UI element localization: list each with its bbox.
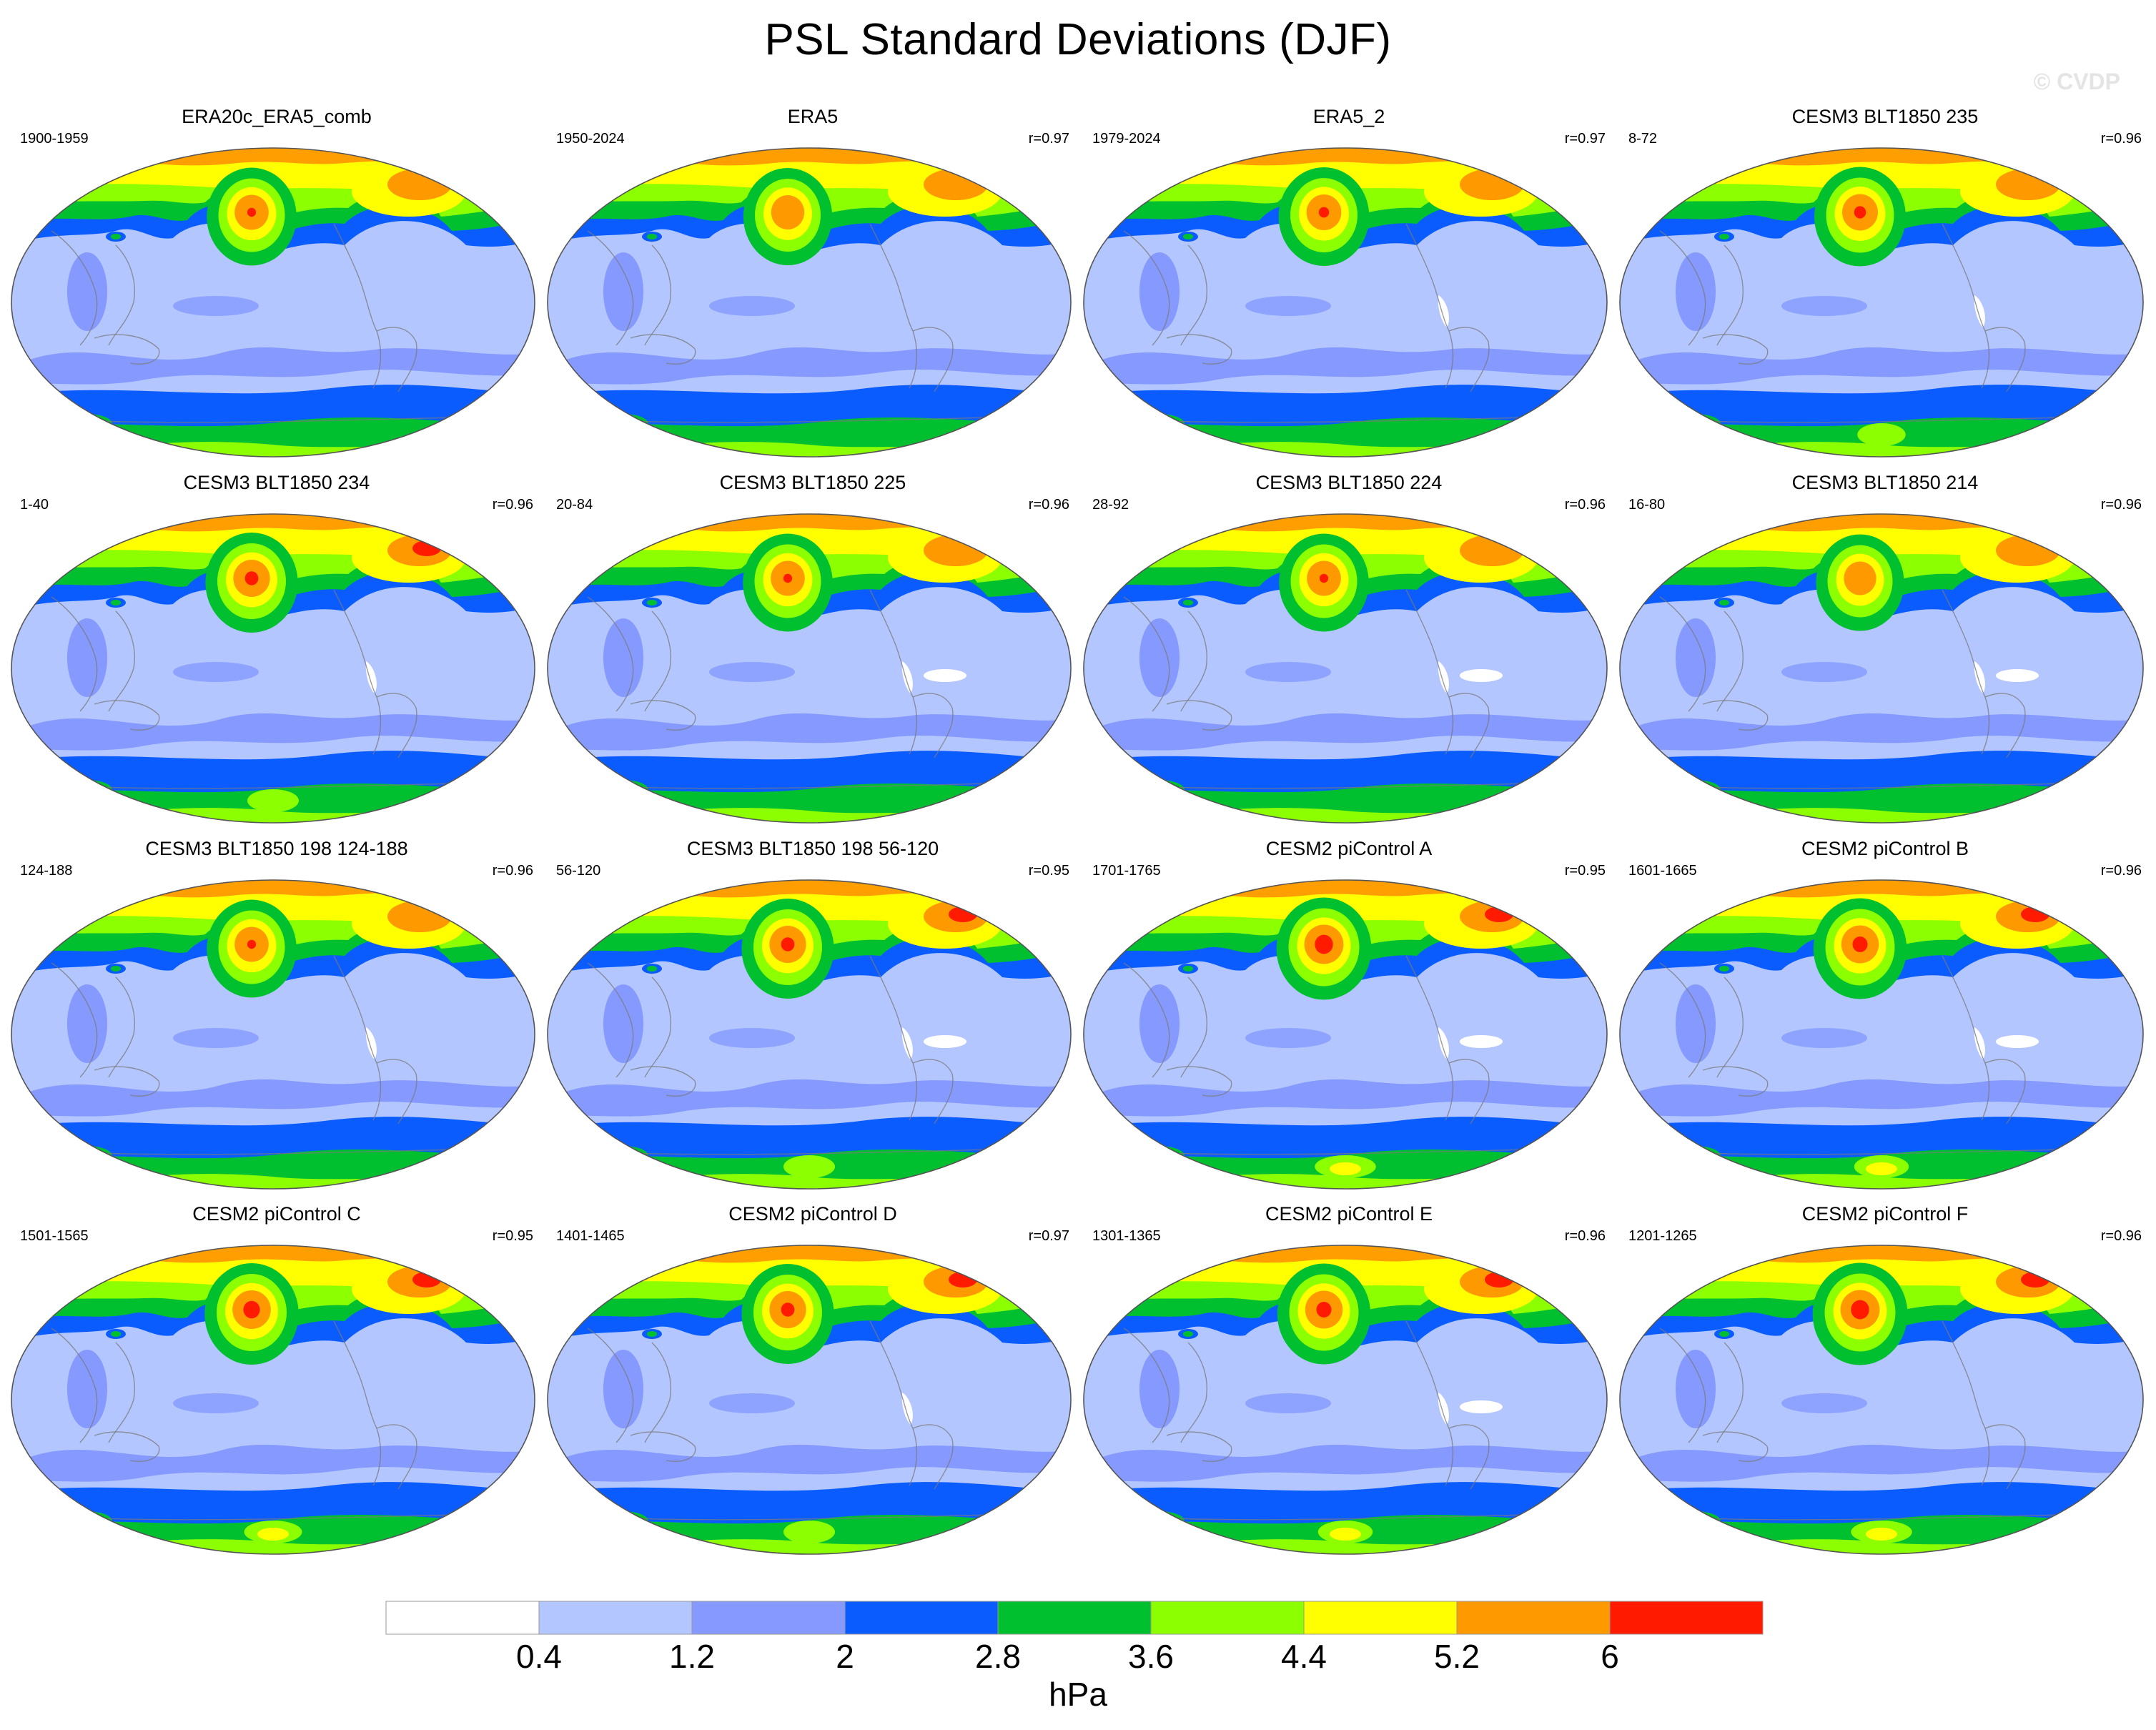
panel-years: 20-84	[556, 497, 593, 513]
map-panel: ERA5_2 1979-2024 r=0.97	[1081, 106, 1617, 467]
psl-map	[11, 879, 535, 1190]
panel-correlation: r=0.96	[2100, 497, 2142, 513]
panel-correlation: r=0.95	[1564, 863, 1606, 879]
psl-map	[11, 513, 535, 824]
panel-title: CESM3 BLT1850 198 56-120	[686, 838, 939, 859]
panel-title: CESM3 BLT1850 234	[183, 472, 370, 493]
map-panel: CESM3 BLT1850 198 56-120 56-120 r=0.95	[545, 838, 1081, 1199]
panel-years: 1979-2024	[1092, 131, 1161, 147]
panel-title: CESM2 piControl C	[192, 1203, 361, 1225]
panel-correlation: r=0.97	[1564, 131, 1606, 147]
colorbar-tick-label: 5.2	[1434, 1638, 1480, 1675]
psl-map	[547, 513, 1072, 824]
panel-years: 1501-1565	[20, 1228, 89, 1244]
panel-correlation: r=0.95	[492, 1228, 533, 1244]
panel-title: CESM2 piControl B	[1801, 838, 1969, 859]
panel-title: CESM3 BLT1850 214	[1791, 472, 1979, 493]
panel-correlation: r=0.97	[1028, 131, 1069, 147]
panel-correlation: r=0.96	[1564, 497, 1606, 513]
panel-years: 1401-1465	[556, 1228, 625, 1244]
colorbar-tick-label: 6	[1601, 1638, 1619, 1675]
map-panel: CESM3 BLT1850 224 28-92 r=0.96	[1081, 472, 1617, 833]
panel-years: 124-188	[20, 863, 73, 879]
panel-correlation: r=0.96	[1564, 1228, 1606, 1244]
panel-correlation: r=0.96	[492, 497, 533, 513]
panel-title: CESM2 piControl D	[728, 1203, 897, 1225]
psl-map	[1619, 1245, 2144, 1555]
colorbar-tick-label: 3.6	[1128, 1638, 1174, 1675]
colorbar-units: hPa	[1049, 1676, 1107, 1713]
map-panel: CESM2 piControl C 1501-1565 r=0.95	[9, 1203, 545, 1564]
map-panel: CESM2 piControl E 1301-1365 r=0.96	[1081, 1203, 1617, 1564]
colorbar-tick-label: 4.4	[1281, 1638, 1327, 1675]
panel-years: 1301-1365	[1092, 1228, 1161, 1244]
panel-title: CESM3 BLT1850 235	[1791, 106, 1979, 127]
colorbar-tick-label: 2.8	[975, 1638, 1021, 1675]
panel-correlation: r=0.95	[1028, 863, 1069, 879]
colorbar-tick-label: 2	[836, 1638, 854, 1675]
panel-years: 1201-1265	[1628, 1228, 1697, 1244]
panel-title: CESM2 piControl F	[1801, 1203, 1969, 1225]
panel-years: 1900-1959	[20, 131, 89, 147]
map-panel: CESM2 piControl B 1601-1665 r=0.96	[1617, 838, 2153, 1199]
panel-title: ERA20c_ERA5_comb	[182, 106, 372, 127]
panel-correlation: r=0.96	[2100, 131, 2142, 147]
psl-map	[1083, 1245, 1608, 1555]
psl-map	[547, 147, 1072, 458]
map-panel: CESM3 BLT1850 198 124-188 124-188 r=0.96	[9, 838, 545, 1199]
colorbar-tick-label: 0.4	[516, 1638, 562, 1675]
colorbar-tick-label: 1.2	[669, 1638, 715, 1675]
psl-map	[11, 1245, 535, 1555]
psl-map	[1619, 147, 2144, 458]
panel-title: ERA5_2	[1312, 106, 1385, 127]
panel-years: 1701-1765	[1092, 863, 1161, 879]
psl-map	[1619, 879, 2144, 1190]
panel-correlation: r=0.96	[2100, 1228, 2142, 1244]
panel-correlation: r=0.96	[1028, 497, 1069, 513]
panel-title: CESM2 piControl A	[1265, 838, 1433, 859]
panel-correlation: r=0.96	[2100, 863, 2142, 879]
psl-map	[1619, 513, 2144, 824]
map-panel: ERA5 1950-2024 r=0.97	[545, 106, 1081, 467]
panel-title: CESM3 BLT1850 225	[719, 472, 906, 493]
map-panel: CESM2 piControl F 1201-1265 r=0.96	[1617, 1203, 2153, 1564]
figure-title: PSL Standard Deviations (DJF)	[764, 15, 1392, 64]
psl-map	[547, 1245, 1072, 1555]
map-panel: CESM3 BLT1850 234 1-40 r=0.96	[9, 472, 545, 833]
map-panel: CESM2 piControl A 1701-1765 r=0.95	[1081, 838, 1617, 1199]
panel-title: CESM3 BLT1850 198 124-188	[145, 838, 408, 859]
panel-years: 1-40	[20, 497, 49, 513]
psl-map	[1083, 879, 1608, 1190]
panel-title: ERA5	[787, 106, 839, 127]
panel-years: 1950-2024	[556, 131, 625, 147]
panel-years: 1601-1665	[1628, 863, 1697, 879]
panel-years: 8-72	[1628, 131, 1658, 147]
map-panel: CESM3 BLT1850 214 16-80 r=0.96	[1617, 472, 2153, 833]
panel-years: 28-92	[1092, 497, 1129, 513]
psl-map	[11, 147, 535, 458]
psl-map	[547, 879, 1072, 1190]
psl-map	[1083, 513, 1608, 824]
cvdp-watermark: © CVDP	[2033, 69, 2120, 94]
map-panel: ERA20c_ERA5_comb 1900-1959	[9, 106, 545, 467]
panel-title: CESM3 BLT1850 224	[1255, 472, 1443, 493]
panel-years: 16-80	[1628, 497, 1666, 513]
panel-title: CESM2 piControl E	[1265, 1203, 1433, 1225]
map-panel: CESM2 piControl D 1401-1465 r=0.97	[545, 1203, 1081, 1564]
panel-correlation: r=0.96	[492, 863, 533, 879]
psl-map	[1083, 147, 1608, 458]
panel-years: 56-120	[556, 863, 601, 879]
map-panel: CESM3 BLT1850 225 20-84 r=0.96	[545, 472, 1081, 833]
map-panel: CESM3 BLT1850 235 8-72 r=0.96	[1617, 106, 2153, 467]
panel-correlation: r=0.97	[1028, 1228, 1069, 1244]
